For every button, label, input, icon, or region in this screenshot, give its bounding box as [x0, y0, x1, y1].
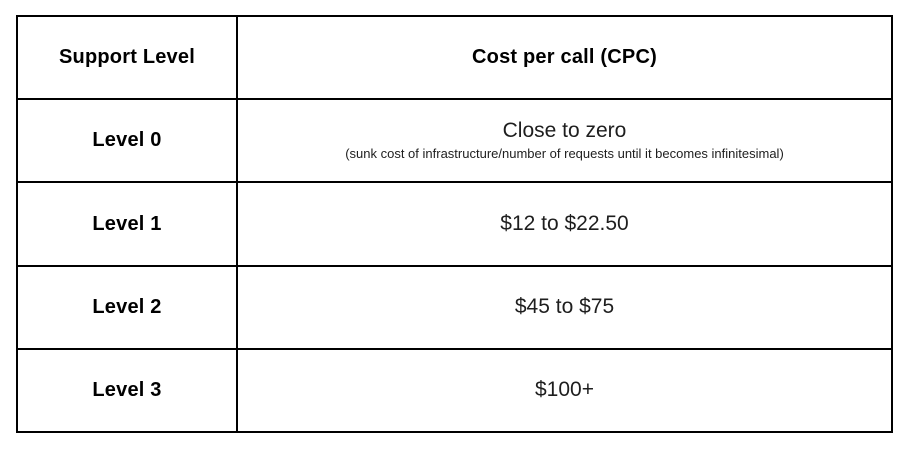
table-row-level-1: Level 1 $12 to $22.50	[18, 181, 891, 265]
table-row-level-0: Level 0 Close to zero (sunk cost of infr…	[18, 98, 891, 182]
level-label: Level 1	[92, 212, 162, 235]
level-label: Level 3	[92, 378, 162, 401]
cost-value: Close to zero	[502, 119, 627, 143]
level-cell: Level 3	[18, 350, 236, 431]
cost-value: $45 to $75	[514, 295, 615, 319]
header-cell-cost-per-call: Cost per call (CPC)	[236, 17, 891, 99]
support-cost-table: Support Level Cost per call (CPC) Level …	[16, 15, 893, 433]
cost-cell: $45 to $75	[236, 266, 891, 348]
level-cell: Level 2	[18, 267, 236, 348]
level-cell: Level 0	[18, 100, 236, 181]
cost-cell: $12 to $22.50	[236, 183, 891, 265]
table-row-level-3: Level 3 $100+	[18, 347, 891, 432]
level-label: Level 2	[92, 295, 162, 318]
cost-cell: $100+	[236, 349, 891, 432]
table-row-level-2: Level 2 $45 to $75	[18, 264, 891, 348]
level-cell: Level 1	[18, 183, 236, 264]
level-label: Level 0	[92, 129, 162, 152]
cost-note: (sunk cost of infrastructure/number of r…	[345, 146, 784, 162]
header-cell-support-level: Support Level	[18, 17, 236, 98]
cost-value: $100+	[535, 378, 594, 402]
column-header-cost-per-call: Cost per call (CPC)	[472, 46, 657, 69]
cost-cell: Close to zero (sunk cost of infrastructu…	[236, 100, 891, 182]
table-header-row: Support Level Cost per call (CPC)	[18, 17, 891, 99]
column-header-support-level: Support Level	[59, 46, 195, 69]
cost-value: $12 to $22.50	[500, 211, 629, 235]
